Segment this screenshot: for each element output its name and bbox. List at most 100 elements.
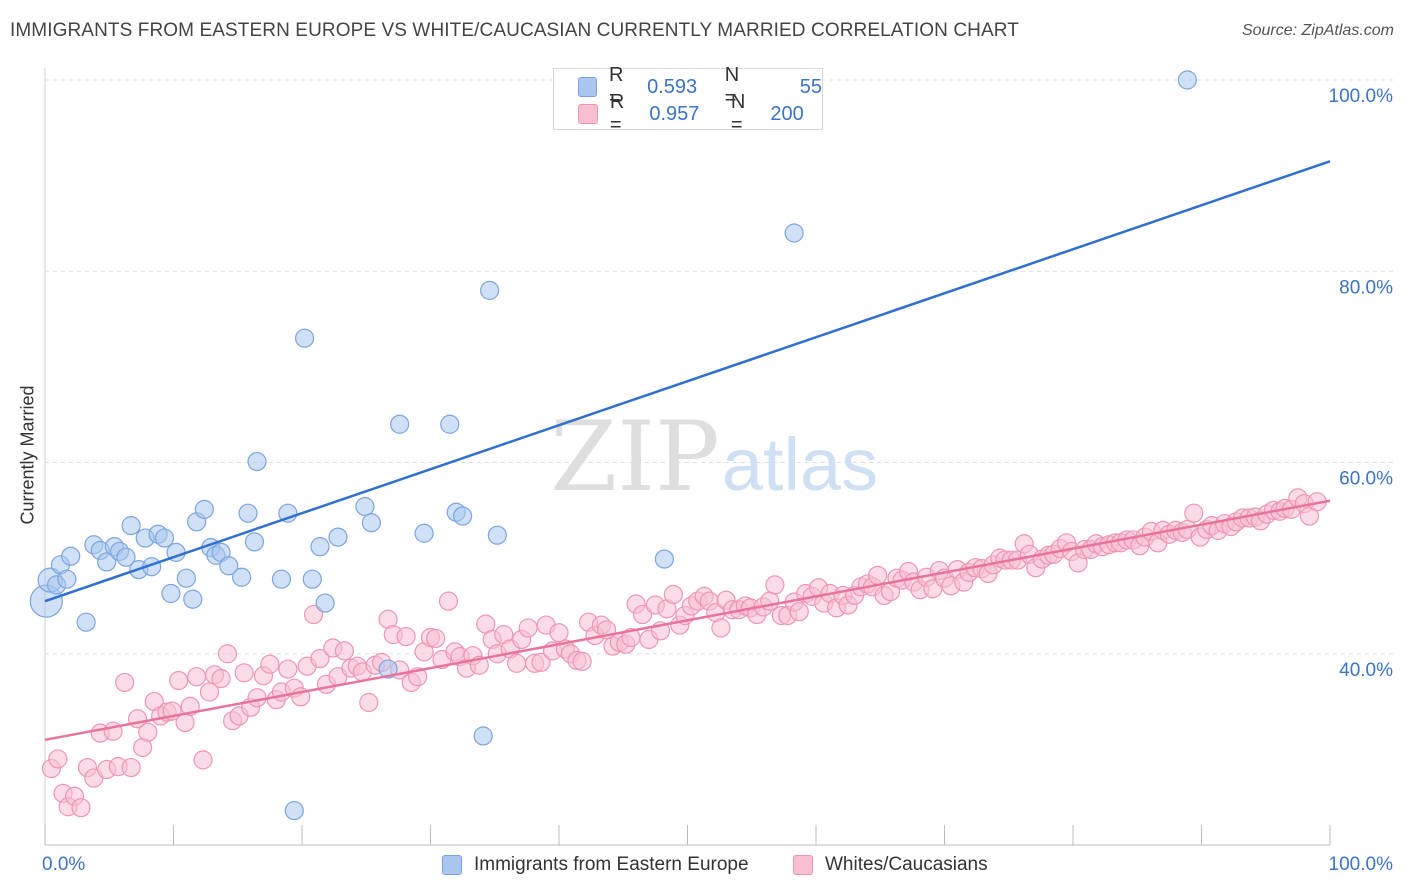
- legend-label: Immigrants from Eastern Europe: [474, 854, 749, 875]
- whites-caucasians-point: [115, 672, 135, 693]
- eastern-europe-point: [310, 537, 330, 557]
- watermark-zip: ZIP: [550, 401, 719, 513]
- eastern-europe-point: [361, 513, 381, 533]
- whites-caucasians-point: [234, 663, 254, 683]
- legend-item-eastern-europe[interactable]: Immigrants from Eastern Europe: [442, 852, 749, 878]
- y-tick-label: 60.0%: [1339, 469, 1393, 490]
- grid-lines: [45, 79, 1395, 655]
- whites-caucasians-point: [760, 591, 780, 611]
- eastern-europe-points: [29, 70, 1197, 821]
- eastern-europe-point: [473, 726, 493, 746]
- whites-caucasians-point: [789, 602, 809, 622]
- eastern-europe-point: [183, 589, 203, 609]
- stats-swatch-blue: [578, 77, 598, 97]
- stats-row-blue: R = 0.593 N = 55: [578, 64, 822, 109]
- whites-caucasians-point: [71, 798, 91, 818]
- eastern-europe-point: [61, 546, 81, 566]
- whites-caucasians-point: [169, 670, 189, 691]
- whites-caucasians-point: [199, 682, 220, 702]
- whites-caucasians-point: [278, 659, 298, 679]
- whites-caucasians-point: [187, 667, 207, 687]
- legend-item-whites-caucasians[interactable]: Whites/Caucasians: [793, 852, 988, 878]
- n-value: 55: [799, 75, 822, 98]
- eastern-europe-point: [440, 414, 460, 434]
- stats-swatch-pink: [578, 104, 598, 124]
- whites-caucasians-point: [549, 623, 569, 643]
- stats-legend: R = 0.593 N = 55 R = 0.957 N = 200: [553, 64, 823, 136]
- eastern-europe-point: [654, 549, 674, 569]
- r-label: R =: [609, 64, 624, 109]
- whites-caucasians-trend-line: [44, 499, 1331, 742]
- eastern-europe-point: [1177, 70, 1197, 90]
- whites-caucasians-point: [260, 654, 280, 674]
- whites-caucasians-point: [217, 644, 238, 664]
- whites-caucasians-point: [572, 651, 592, 672]
- eastern-europe-point: [453, 506, 473, 526]
- y-tick-label: 80.0%: [1339, 277, 1393, 298]
- whites-caucasians-point: [632, 604, 653, 625]
- y-tick-label: 100.0%: [1329, 86, 1394, 107]
- eastern-europe-trend-line: [44, 160, 1331, 603]
- whites-caucasians-point: [310, 648, 330, 669]
- n-value: 200: [770, 102, 804, 125]
- eastern-europe-point: [97, 552, 117, 572]
- eastern-europe-point: [238, 503, 258, 523]
- eastern-europe-point: [302, 569, 322, 589]
- eastern-europe-point: [194, 499, 214, 519]
- whites-caucasians-point: [303, 604, 324, 625]
- y-tick-label: 40.0%: [1339, 660, 1393, 681]
- whites-caucasians-point: [765, 575, 785, 595]
- eastern-europe-point: [247, 451, 267, 472]
- eastern-europe-point: [328, 527, 348, 547]
- whites-caucasians-point: [711, 618, 731, 638]
- whites-caucasians-point: [663, 584, 683, 605]
- eastern-europe-point: [784, 223, 804, 243]
- r-label: R =: [609, 91, 625, 136]
- eastern-europe-point: [378, 659, 398, 679]
- eastern-europe-point: [176, 568, 196, 588]
- r-value: 0.593: [647, 75, 698, 98]
- whites-caucasians-point: [48, 749, 68, 769]
- x-tick-label-min: 0.0%: [42, 854, 85, 875]
- tick-labels: 40.0% 60.0% 80.0% 100.0% 0.0% 100.0%: [42, 86, 1393, 875]
- eastern-europe-point: [355, 496, 375, 517]
- whites-caucasians-point: [247, 688, 267, 708]
- whites-caucasians-point: [518, 618, 538, 638]
- n-label: N =: [724, 64, 740, 109]
- stats-row-pink: R = 0.957 N = 200: [578, 91, 822, 136]
- eastern-europe-point: [232, 567, 252, 587]
- series-legend: Immigrants from Eastern Europe Whites/Ca…: [0, 852, 1406, 878]
- whites-caucasians-point: [359, 692, 379, 713]
- eastern-europe-point: [390, 414, 410, 434]
- eastern-europe-point: [480, 280, 500, 300]
- whites-caucasians-point: [175, 712, 195, 733]
- eastern-europe-point: [294, 328, 315, 348]
- eastern-europe-point: [161, 583, 181, 604]
- eastern-europe-point: [76, 612, 96, 632]
- x-tick-label-max: 100.0%: [1329, 854, 1394, 875]
- eastern-europe-point: [271, 569, 292, 589]
- eastern-europe-point: [284, 800, 304, 821]
- whites-caucasians-point: [211, 669, 231, 689]
- whites-caucasians-point: [396, 626, 416, 647]
- whites-caucasians-point: [193, 750, 213, 770]
- eastern-europe-point: [57, 569, 77, 589]
- watermark-atlas: atlas: [722, 423, 878, 506]
- n-label: N =: [730, 91, 746, 136]
- chart-title: IMMIGRANTS FROM EASTERN EUROPE VS WHITE/…: [10, 20, 1019, 41]
- eastern-europe-point: [219, 556, 239, 576]
- eastern-europe-point: [487, 525, 507, 545]
- whites-caucasians-point: [1184, 503, 1204, 523]
- whites-caucasians-point: [531, 652, 551, 672]
- eastern-europe-point: [244, 532, 265, 552]
- legend-swatch-blue: [442, 855, 462, 875]
- whites-caucasians-point: [438, 591, 459, 611]
- source-label: Source: ZipAtlas.com: [1241, 22, 1394, 39]
- whites-caucasians-point: [138, 722, 158, 742]
- r-value: 0.957: [649, 102, 700, 125]
- trend-lines: [44, 160, 1331, 742]
- legend-label: Whites/Caucasians: [825, 854, 988, 875]
- whites-caucasians-point: [334, 641, 355, 661]
- legend-swatch-pink: [793, 855, 813, 875]
